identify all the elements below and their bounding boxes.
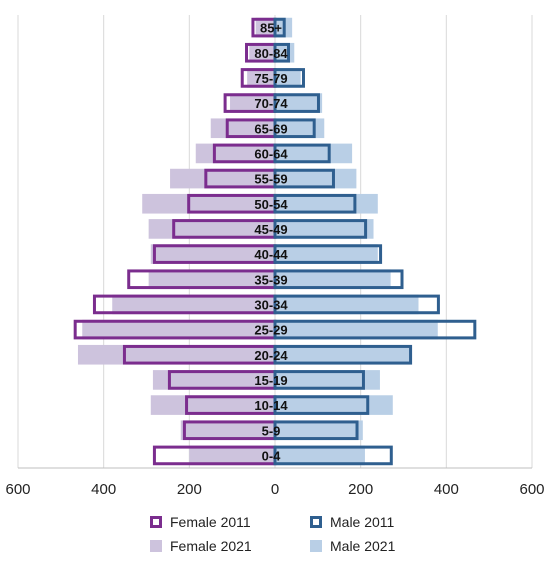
category-label: 85+ xyxy=(260,21,282,36)
category-label: 30-34 xyxy=(254,297,288,312)
bar-male-2021 xyxy=(275,68,301,88)
bar-male-2021 xyxy=(275,294,419,315)
bar-female-2021 xyxy=(247,68,275,88)
bar-male-2021 xyxy=(275,269,391,290)
bar-male-2021 xyxy=(275,143,353,164)
bar-male-2021 xyxy=(275,193,378,214)
bar-male-2011 xyxy=(273,319,477,340)
category-label: 55-59 xyxy=(254,172,287,187)
bar-male-2021 xyxy=(275,445,365,466)
bar-female-2021 xyxy=(150,244,275,264)
category-label: 80-84 xyxy=(254,46,288,61)
population-pyramid-chart: 0-4 5-9 10-14 15-19 20-24 25-29 30-34 35-39 40-4… xyxy=(5,15,545,498)
category-label: 45-49 xyxy=(254,222,287,237)
category-label: 35-39 xyxy=(254,272,287,287)
category-label: 40-44 xyxy=(254,247,288,262)
category-label: 65-69 xyxy=(254,121,287,136)
bar-male-2011 xyxy=(273,68,305,88)
bar-male-2011 xyxy=(273,445,393,466)
bar-male-2011 xyxy=(273,294,440,315)
category-label: 50-54 xyxy=(254,197,288,212)
legend-item-male-2021: Male 2021 xyxy=(310,538,470,554)
bar-female-2021 xyxy=(230,93,275,113)
legend-item-female-2021: Female 2021 xyxy=(150,538,310,554)
bar-male-2011 xyxy=(273,370,365,390)
category-label: 15-19 xyxy=(254,373,287,388)
category-label: 70-74 xyxy=(254,96,288,111)
bar-female-2021 xyxy=(148,219,275,239)
category-label: 5-9 xyxy=(262,423,281,438)
bar-male-2011 xyxy=(273,344,413,365)
legend-swatch-male-2011 xyxy=(310,516,322,528)
legend-swatch-female-2011 xyxy=(150,516,162,528)
bar-female-2021 xyxy=(249,42,275,63)
bar-male-2011 xyxy=(273,143,331,164)
category-label: 0-4 xyxy=(262,448,282,463)
bar-male-2011 xyxy=(273,219,368,239)
bar-male-2011 xyxy=(273,244,383,264)
legend-label-male-2011: Male 2011 xyxy=(330,514,395,530)
bar-female-2021 xyxy=(180,420,275,441)
legend-item-male-2011: Male 2011 xyxy=(310,514,470,530)
x-tick-label: 400 xyxy=(91,481,116,498)
bar-male-2011 xyxy=(273,420,359,441)
bar-male-2021 xyxy=(275,93,323,113)
x-tick-label: 600 xyxy=(5,481,30,498)
bar-female-2021 xyxy=(189,445,275,466)
bar-male-2011 xyxy=(273,269,404,290)
bar-female-2021 xyxy=(82,319,275,340)
bar-male-2021 xyxy=(275,344,413,365)
category-label: 60-64 xyxy=(254,146,288,161)
bar-female-2021 xyxy=(255,17,275,38)
x-tick-label: 200 xyxy=(177,481,202,498)
bar-male-2011 xyxy=(273,193,357,214)
bar-male-2021 xyxy=(275,168,357,189)
bar-female-2021 xyxy=(150,395,275,415)
bar-male-2021 xyxy=(275,370,380,390)
bar-male-2011 xyxy=(273,118,316,139)
bar-female-2021 xyxy=(142,193,275,214)
legend-label-female-2021: Female 2021 xyxy=(170,538,252,554)
x-tick-label: 400 xyxy=(434,481,459,498)
bar-female-2021 xyxy=(148,269,275,290)
legend-label-female-2011: Female 2011 xyxy=(170,514,251,530)
bar-male-2011 xyxy=(273,168,335,189)
bar-male-2011 xyxy=(273,93,320,113)
bar-female-2021 xyxy=(152,370,275,390)
bar-male-2011 xyxy=(273,17,286,38)
legend-item-female-2011: Female 2011 xyxy=(150,514,310,530)
bar-male-2021 xyxy=(275,118,325,139)
x-tick-label: 0 xyxy=(271,481,279,498)
bar-female-2021 xyxy=(112,294,275,315)
category-label: 10-14 xyxy=(254,398,288,413)
bar-male-2021 xyxy=(275,244,378,264)
bar-female-2021 xyxy=(170,168,275,189)
bar-male-2021 xyxy=(275,319,438,340)
category-label: 25-29 xyxy=(254,323,287,338)
bar-male-2021 xyxy=(275,420,363,441)
legend-label-male-2021: Male 2021 xyxy=(330,538,396,554)
bar-male-2021 xyxy=(275,395,393,415)
legend-swatch-male-2021 xyxy=(310,540,322,552)
bar-male-2011 xyxy=(273,42,290,63)
x-tick-label: 200 xyxy=(348,481,373,498)
bar-male-2021 xyxy=(275,219,374,239)
legend: Female 2011 Male 2011 Female 2021 Male 2… xyxy=(150,514,480,554)
legend-swatch-female-2021 xyxy=(150,540,162,552)
bar-male-2011 xyxy=(273,395,370,415)
category-label: 20-24 xyxy=(254,348,288,363)
bar-female-2021 xyxy=(77,344,275,365)
category-label: 75-79 xyxy=(254,71,287,86)
x-tick-label: 600 xyxy=(519,481,544,498)
